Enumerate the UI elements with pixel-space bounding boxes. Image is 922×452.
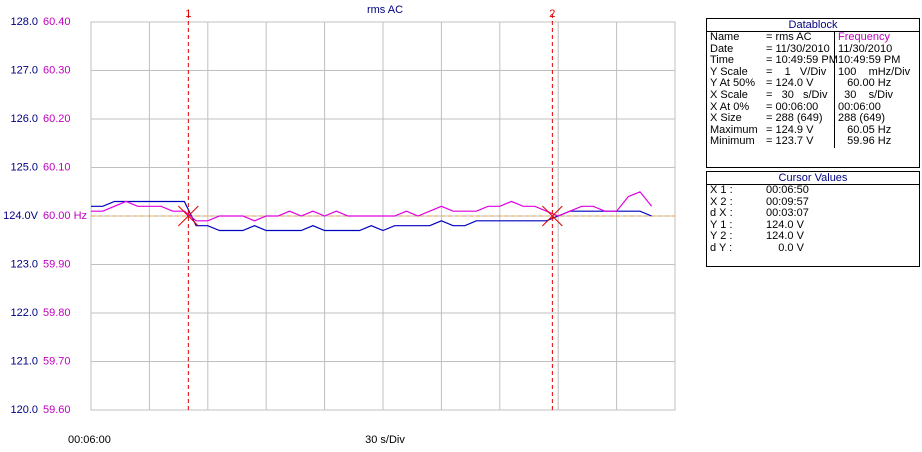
row: Y 1 : 124.0 V (707, 218, 919, 232)
y-tick-label: 128.0 (10, 16, 38, 28)
cell: 10:49:59 PM (834, 55, 919, 67)
cell: = 00:06:00 (766, 100, 819, 113)
cell: 0.0 V (766, 241, 804, 254)
cell: = 124.9 V (766, 123, 814, 136)
row: Minimum = 123.7 V 59.96 Hz (707, 136, 919, 148)
y-tick-label: 126.0 (10, 113, 38, 125)
y-tick-label: 121.0 (10, 355, 38, 367)
cell: 00:06:00 (834, 101, 919, 114)
cell: d Y : (710, 241, 733, 254)
y2-tick-label: 59.60 (43, 404, 71, 416)
cell: Name (710, 31, 740, 43)
datablock-title: Datablock (707, 19, 919, 32)
cell: Maximum (710, 123, 758, 136)
cursor-values: Cursor Values X 1 :00:06:50 X 2 :00:09:57 d… (706, 171, 920, 267)
row: Y Scale = 1 V/Div 100 mHz/Div (707, 65, 919, 79)
cell: Y Scale (710, 65, 748, 78)
cell: = 123.7 V (766, 135, 814, 148)
cursor-label: 1 (185, 8, 191, 20)
chart: rms AC 00:06:00 30 s/Div 120.0 121.0 122.0… (3, 4, 676, 446)
row: X At 0% = 00:06:00 00:06:00 (707, 100, 919, 114)
row: X 2 : 00:09:57 (707, 195, 919, 209)
y-tick-label: 127.0 (10, 64, 38, 76)
y2-tick-label: 60.40 (43, 16, 71, 28)
cell: X 2 : (710, 195, 733, 208)
cell: = 30 s/Div (766, 88, 828, 101)
cursor-values-title: Cursor Values (707, 172, 919, 185)
row: X Size = 288 (649) 288 (649) (707, 113, 919, 125)
data-line (91, 191, 653, 222)
cell: 00:03:07 (766, 207, 809, 220)
y2-tick-label: 60.00 Hz (43, 210, 87, 222)
cell: Y At 50% (710, 77, 756, 90)
cell: 100 mHz/Div (834, 66, 919, 79)
row: X Scale = 30 s/Div 30 s/Div (707, 88, 919, 102)
y-tick-label: 120.0 (10, 404, 38, 416)
cell: X At 0% (710, 100, 750, 113)
y2-tick-label: 60.30 (43, 64, 71, 76)
y2-tick-label: 59.70 (43, 355, 71, 367)
cell: Y 1 : (710, 218, 733, 231)
cell: = 124.0 V (766, 77, 814, 90)
cell: 00:06:50 (766, 184, 809, 196)
cell: Minimum (710, 135, 755, 148)
row: d X : 00:03:07 (707, 208, 919, 220)
cell: = rms AC (766, 31, 812, 43)
x-scale-label: 30 s/Div (365, 434, 405, 446)
row: Y 2 : 124.0 V (707, 231, 919, 243)
cell: = 288 (649) (766, 112, 823, 125)
row: Y At 50% = 124.0 V 60.00 Hz (707, 78, 919, 90)
cell: 60.00 Hz (834, 78, 919, 90)
cell: = 1 V/Div (766, 65, 827, 78)
y-tick-label: 123.0 (10, 258, 38, 270)
cell: = 10:49:59 PM (766, 54, 838, 67)
y2-tick-label: 60.20 (43, 113, 71, 125)
cell: Date (710, 42, 734, 55)
cell: X Scale (710, 88, 748, 101)
cell: Time (710, 54, 735, 67)
row: Maximum = 124.9 V 60.05 Hz (707, 123, 919, 137)
cell: Y 2 : (710, 230, 733, 243)
row: Name = rms AC Frequency (707, 31, 919, 44)
y2-tick-label: 59.90 (43, 258, 71, 270)
cursor-cross (177, 205, 199, 227)
cell: X Size (710, 112, 742, 125)
cursor-cross (542, 205, 563, 227)
y-tick-label: 125.0 (10, 161, 38, 173)
datablock: Datablock Name = rms AC Frequency Date = 11/3… (706, 18, 920, 168)
chart-title: rms AC (367, 4, 403, 16)
cursor-label: 2 (549, 8, 555, 20)
row: Time = 10:49:59 PM 10:49:59 PM (707, 55, 919, 67)
cell: = 11/30/2010 (766, 42, 830, 55)
row: X 1 : 00:06:50 (707, 184, 919, 197)
row: d Y : 0.0 V (707, 241, 919, 255)
cell: X 1 : (710, 184, 733, 196)
cell: 124.0 V (766, 218, 804, 231)
y2-tick-label: 59.80 (43, 307, 71, 319)
cell: 59.96 Hz (834, 136, 919, 148)
cell: 00:09:57 (766, 195, 809, 208)
cell: 124.0 V (766, 230, 804, 243)
cell: 60.05 Hz (834, 124, 919, 137)
cell: 288 (649) (834, 113, 919, 125)
cell: d X : (710, 207, 733, 220)
cell: 11/30/2010 (834, 43, 919, 56)
y2-tick-label: 60.10 (43, 161, 71, 173)
cell: 30 s/Div (834, 89, 919, 102)
y-tick-label: 122.0 (10, 307, 38, 319)
x-start-label: 00:06:00 (68, 434, 111, 446)
cell: Frequency (834, 31, 919, 44)
y-tick-label: 124.0V (3, 210, 39, 222)
row: Date = 11/30/2010 11/30/2010 (707, 42, 919, 56)
